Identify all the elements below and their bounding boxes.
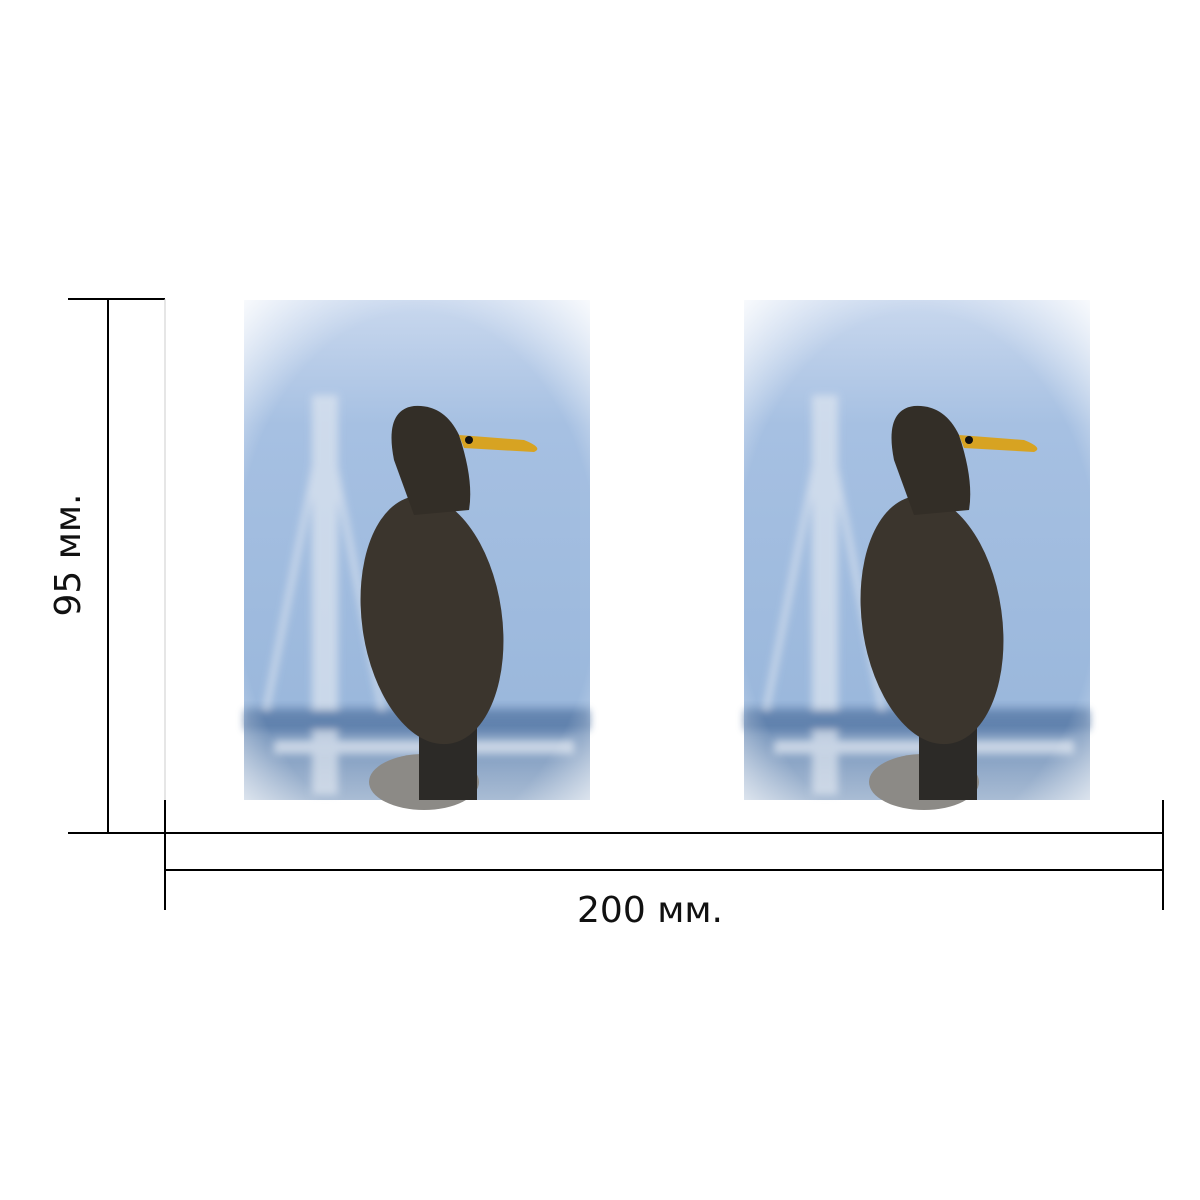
product-photo xyxy=(244,300,590,810)
width-label: 200 мм. xyxy=(577,890,723,931)
height-dimension: 95 мм. xyxy=(48,298,166,834)
height-label: 95 мм. xyxy=(48,493,89,616)
width-dimension: 200 мм. xyxy=(164,800,1164,931)
product-photo xyxy=(744,300,1090,810)
